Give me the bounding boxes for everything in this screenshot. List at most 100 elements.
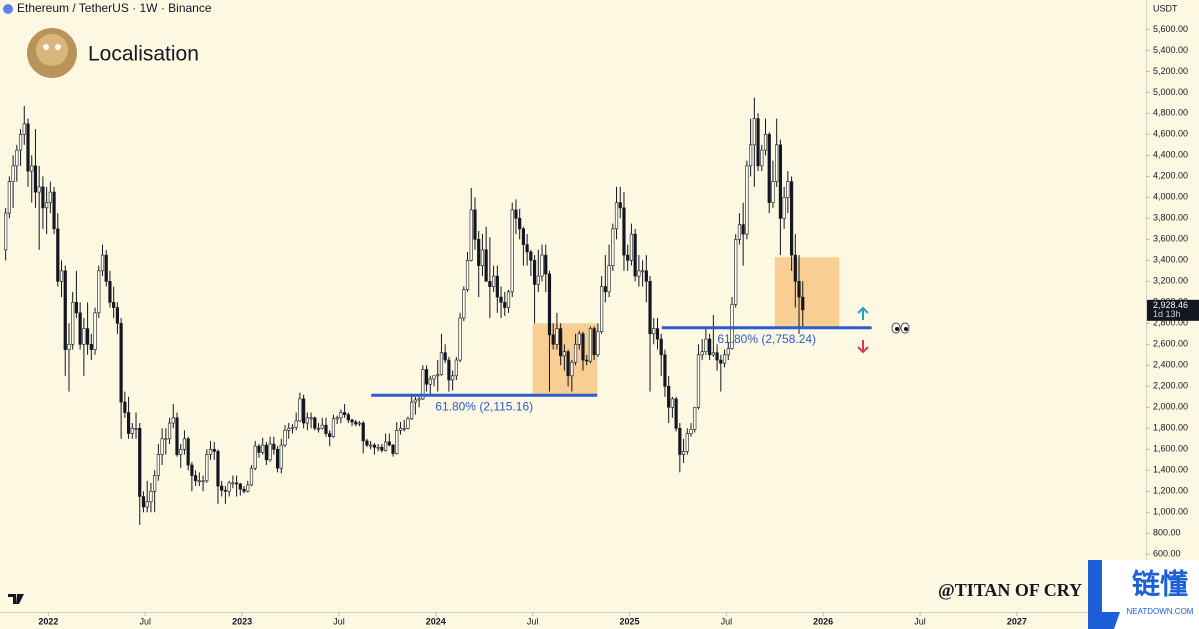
candle-body [387, 441, 391, 446]
y-tick-label: 4,800.00 [1153, 108, 1188, 118]
candle-body [495, 275, 499, 298]
candle-body [85, 328, 90, 345]
candle-body [618, 202, 622, 209]
candle-body [283, 430, 287, 446]
candle-body [156, 454, 160, 476]
candle-body [365, 440, 369, 446]
candle-body [577, 333, 581, 345]
candle-body [763, 134, 768, 151]
candle-body [223, 489, 228, 492]
candle-body [369, 444, 373, 447]
candle-body [477, 239, 481, 266]
candle-body [789, 181, 794, 256]
logo-site: NEATDOWN.COM [1127, 607, 1194, 616]
candle-body [719, 359, 723, 364]
candle-body [328, 433, 332, 437]
candle-body [648, 281, 652, 335]
candle-body [194, 475, 198, 482]
candle-body [771, 181, 775, 203]
x-tick-label: 2026 [813, 616, 833, 626]
candle-body [536, 275, 540, 285]
candle-body [361, 422, 365, 442]
candle-body [112, 302, 116, 308]
candle-body [231, 482, 235, 485]
candle-body [179, 448, 183, 455]
y-tick-label: 600.00 [1153, 549, 1181, 559]
candle-body [588, 328, 593, 362]
countdown-label: 1d 13h [1153, 309, 1181, 319]
candle-body [749, 144, 753, 167]
candle-body [424, 369, 429, 385]
eyes-emoji [891, 322, 910, 334]
candle-body [711, 352, 715, 356]
y-tick-label: 2,800.00 [1153, 318, 1188, 328]
candle-body [406, 418, 410, 429]
candle-body [56, 228, 60, 282]
candle-body [655, 328, 660, 340]
candle-body [182, 438, 187, 450]
candle-body [581, 333, 585, 361]
candle-body [339, 412, 343, 419]
candle-body [97, 270, 101, 314]
candle-body [544, 254, 548, 275]
candle-body [715, 352, 719, 361]
candle-body [354, 421, 358, 425]
y-tick-label: 3,800.00 [1153, 213, 1188, 223]
candle-body [190, 464, 194, 476]
candle-body [637, 270, 641, 277]
candle-body [510, 209, 514, 293]
candle-body [33, 165, 38, 193]
candle-body [350, 419, 354, 423]
candle-body [257, 445, 261, 453]
candle-body [443, 352, 447, 361]
candle-body [722, 354, 727, 364]
y-tick-label: 3,600.00 [1153, 234, 1188, 244]
candle-body [413, 399, 417, 403]
candle-body [302, 398, 306, 424]
candle-body [78, 312, 82, 345]
candle-body [71, 302, 75, 345]
candle-body [234, 482, 239, 485]
candle-body [432, 375, 436, 380]
candle-body [622, 207, 626, 256]
candle-body [566, 351, 570, 377]
candle-body [663, 354, 667, 387]
candle-body [551, 334, 555, 345]
x-tick-label: Jul [333, 616, 345, 626]
candle-body [294, 420, 298, 428]
candle-body [48, 191, 52, 203]
candle-body [41, 186, 45, 209]
candle-body [644, 270, 648, 282]
candle-body [391, 444, 395, 454]
x-tick-label: Jul [721, 616, 733, 626]
candle-body [700, 351, 704, 356]
candle-body [499, 296, 503, 303]
candle-body [685, 433, 689, 452]
fib-label: 61.80% (2,758.24) [717, 332, 816, 346]
candle-body [801, 296, 805, 311]
candle-body [480, 249, 485, 266]
symbol-icon [3, 4, 13, 14]
candle-body [82, 328, 86, 345]
y-tick-label: 4,600.00 [1153, 129, 1188, 139]
candle-body [674, 398, 678, 429]
candle-body [462, 289, 466, 319]
candle-body [428, 378, 432, 385]
y-tick-label: 2,600.00 [1153, 339, 1188, 349]
candle-body [752, 118, 756, 146]
candle-body [357, 422, 362, 425]
candle-body [104, 254, 108, 282]
y-tick-label: 4,200.00 [1153, 171, 1188, 181]
candle-body [469, 209, 473, 261]
y-tick-label: 1,000.00 [1153, 507, 1188, 517]
candle-body [737, 224, 742, 240]
candle-body [343, 412, 347, 415]
y-tick-label: 5,400.00 [1153, 45, 1188, 55]
candle-body [164, 438, 168, 441]
y-tick-label: 800.00 [1153, 528, 1181, 538]
candle-body [708, 338, 712, 356]
candle-body [22, 123, 26, 135]
candle-body [313, 417, 317, 429]
y-tick-label: 3,200.00 [1153, 276, 1188, 286]
